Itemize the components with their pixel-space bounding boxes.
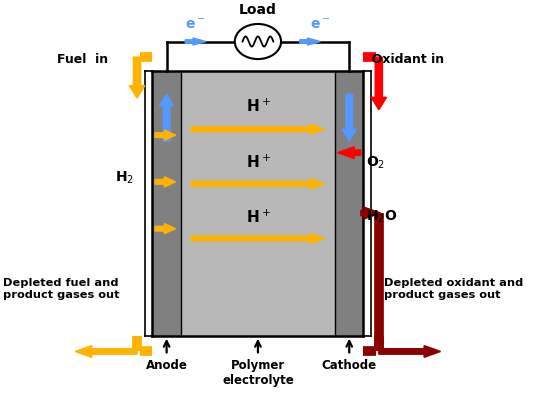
Circle shape bbox=[235, 24, 281, 59]
Bar bbox=[181, 71, 335, 336]
Text: Depleted fuel and
product gases out: Depleted fuel and product gases out bbox=[3, 278, 120, 300]
Bar bbox=[335, 71, 363, 336]
FancyArrow shape bbox=[155, 130, 176, 140]
FancyArrow shape bbox=[191, 233, 325, 243]
FancyArrow shape bbox=[300, 38, 321, 45]
FancyArrow shape bbox=[159, 94, 174, 141]
Text: Anode: Anode bbox=[146, 359, 188, 372]
FancyArrow shape bbox=[379, 346, 440, 357]
Text: H$^+$: H$^+$ bbox=[246, 154, 270, 171]
FancyArrow shape bbox=[337, 147, 361, 158]
Text: H$^+$: H$^+$ bbox=[246, 97, 270, 114]
FancyArrow shape bbox=[75, 346, 137, 357]
Text: H$_2$: H$_2$ bbox=[115, 170, 133, 186]
FancyArrow shape bbox=[155, 177, 176, 187]
Text: Load: Load bbox=[239, 3, 277, 17]
Text: Oxidant in: Oxidant in bbox=[363, 52, 445, 66]
FancyArrow shape bbox=[342, 94, 357, 141]
Bar bbox=[153, 71, 181, 336]
Text: H$^+$: H$^+$ bbox=[246, 208, 270, 225]
FancyArrow shape bbox=[191, 179, 325, 189]
FancyArrow shape bbox=[361, 207, 381, 219]
Text: O$_2$: O$_2$ bbox=[366, 154, 385, 171]
FancyArrow shape bbox=[191, 124, 325, 134]
FancyArrow shape bbox=[129, 57, 145, 98]
Text: H$_2$O: H$_2$O bbox=[366, 209, 398, 225]
FancyArrow shape bbox=[155, 224, 176, 234]
Text: Fuel  in: Fuel in bbox=[57, 52, 108, 66]
FancyArrow shape bbox=[185, 38, 206, 45]
Text: Depleted oxidant and
product gases out: Depleted oxidant and product gases out bbox=[384, 278, 523, 300]
Text: Polymer
electrolyte: Polymer electrolyte bbox=[222, 359, 294, 387]
Text: e$^-$: e$^-$ bbox=[310, 18, 330, 32]
FancyArrow shape bbox=[371, 57, 387, 110]
Text: e$^-$: e$^-$ bbox=[185, 18, 206, 32]
Text: Cathode: Cathode bbox=[322, 359, 377, 372]
